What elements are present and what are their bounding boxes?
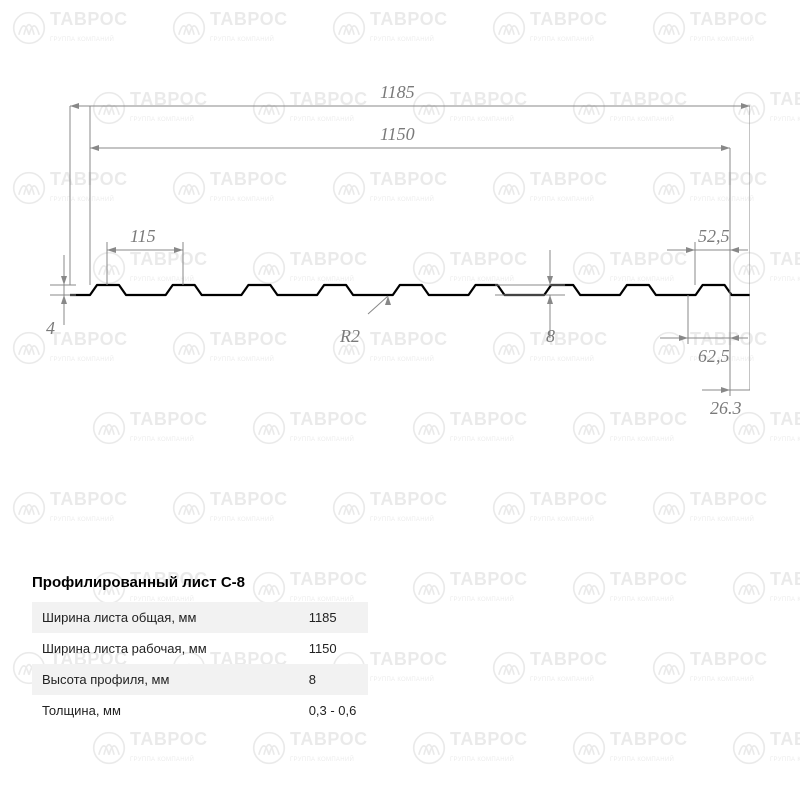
spec-table: Ширина листа общая, мм 1185 Ширина листа… [32,602,368,726]
watermark: ТАВРОСГРУППА КОМПАНИЙ [492,490,608,525]
watermark: ТАВРОСГРУППА КОМПАНИЙ [172,490,288,525]
watermark: ТАВРОСГРУППА КОМПАНИЙ [12,490,128,525]
watermark: ТАВРОСГРУППА КОМПАНИЙ [492,650,608,685]
table-row: Высота профиля, мм 8 [32,664,368,695]
spec-param: Толщина, мм [32,695,219,726]
dim-total-width: 1185 [380,82,415,103]
watermark: ТАВРОСГРУППА КОМПАНИЙ [252,570,368,605]
watermark: ТАВРОСГРУППА КОМПАНИЙ [92,730,208,765]
watermark: ТАВРОСГРУППА КОМПАНИЙ [652,650,768,685]
watermark: ТАВРОСГРУППА КОМПАНИЙ [492,10,608,45]
watermark: ТАВРОСГРУППА КОМПАНИЙ [732,730,800,765]
dim-pitch: 115 [130,226,156,247]
watermark: ТАВРОСГРУППА КОМПАНИЙ [732,570,800,605]
spec-param: Ширина листа рабочая, мм [32,633,219,664]
spec-param: Высота профиля, мм [32,664,219,695]
spec-value: 8 [219,664,369,695]
spec-title: Профилированный лист С-8 [32,574,245,591]
watermark: ТАВРОСГРУППА КОМПАНИЙ [172,10,288,45]
dim-rib-bottom: 62,5 [698,346,730,367]
dim-thickness: 4 [46,318,55,339]
watermark: ТАВРОСГРУППА КОМПАНИЙ [652,10,768,45]
watermark: ТАВРОСГРУППА КОМПАНИЙ [252,730,368,765]
watermark: ТАВРОСГРУППА КОМПАНИЙ [412,570,528,605]
spec-value: 1150 [219,633,369,664]
watermark: ТАВРОСГРУППА КОМПАНИЙ [652,490,768,525]
dim-end-gap: 26.3 [710,398,742,419]
dim-rib-top: 52,5 [698,226,730,247]
spec-value: 1185 [219,602,369,633]
watermark: ТАВРОСГРУППА КОМПАНИЙ [12,10,128,45]
watermark: ТАВРОСГРУППА КОМПАНИЙ [572,730,688,765]
table-row: Толщина, мм 0,3 - 0,6 [32,695,368,726]
dim-radius: R2 [340,326,360,347]
spec-param: Ширина листа общая, мм [32,602,219,633]
watermark: ТАВРОСГРУППА КОМПАНИЙ [572,570,688,605]
dim-height: 8 [546,326,555,347]
watermark: ТАВРОСГРУППА КОМПАНИЙ [412,730,528,765]
technical-drawing: 1185 1150 115 52,5 62,5 26.3 4 8 R2 [50,70,750,450]
table-row: Ширина листа рабочая, мм 1150 [32,633,368,664]
watermark: ТАВРОСГРУППА КОМПАНИЙ [332,10,448,45]
dim-working-width: 1150 [380,124,415,145]
watermark: ТАВРОСГРУППА КОМПАНИЙ [332,490,448,525]
spec-value: 0,3 - 0,6 [219,695,369,726]
table-row: Ширина листа общая, мм 1185 [32,602,368,633]
